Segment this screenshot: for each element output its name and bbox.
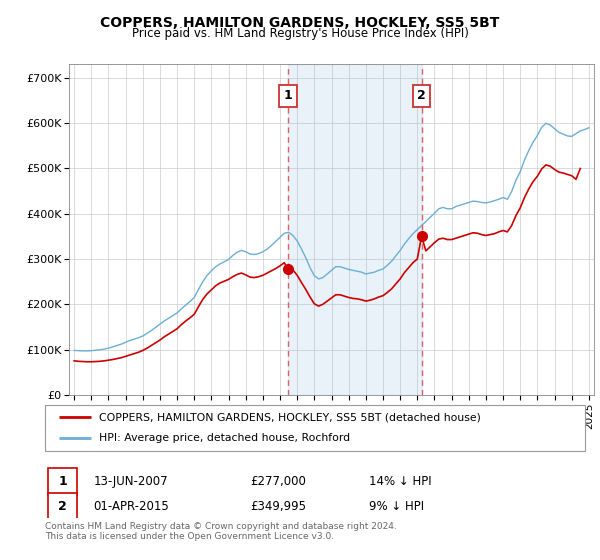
Text: 14% ↓ HPI: 14% ↓ HPI <box>369 475 431 488</box>
Text: 01-APR-2015: 01-APR-2015 <box>94 500 169 513</box>
Text: COPPERS, HAMILTON GARDENS, HOCKLEY, SS5 5BT (detached house): COPPERS, HAMILTON GARDENS, HOCKLEY, SS5 … <box>99 412 481 422</box>
Text: HPI: Average price, detached house, Rochford: HPI: Average price, detached house, Roch… <box>99 433 350 444</box>
Text: 2: 2 <box>58 500 67 513</box>
FancyBboxPatch shape <box>45 405 585 451</box>
FancyBboxPatch shape <box>48 468 77 496</box>
Text: COPPERS, HAMILTON GARDENS, HOCKLEY, SS5 5BT: COPPERS, HAMILTON GARDENS, HOCKLEY, SS5 … <box>100 16 500 30</box>
Text: 13-JUN-2007: 13-JUN-2007 <box>94 475 168 488</box>
Bar <box>288 64 422 395</box>
Text: 1: 1 <box>283 89 292 102</box>
Text: £349,995: £349,995 <box>250 500 306 513</box>
Text: 9% ↓ HPI: 9% ↓ HPI <box>369 500 424 513</box>
Text: £277,000: £277,000 <box>250 475 306 488</box>
Text: 2: 2 <box>417 89 426 102</box>
FancyBboxPatch shape <box>48 493 77 520</box>
Text: 1: 1 <box>58 475 67 488</box>
Text: Price paid vs. HM Land Registry's House Price Index (HPI): Price paid vs. HM Land Registry's House … <box>131 27 469 40</box>
Text: Contains HM Land Registry data © Crown copyright and database right 2024.
This d: Contains HM Land Registry data © Crown c… <box>45 522 397 542</box>
